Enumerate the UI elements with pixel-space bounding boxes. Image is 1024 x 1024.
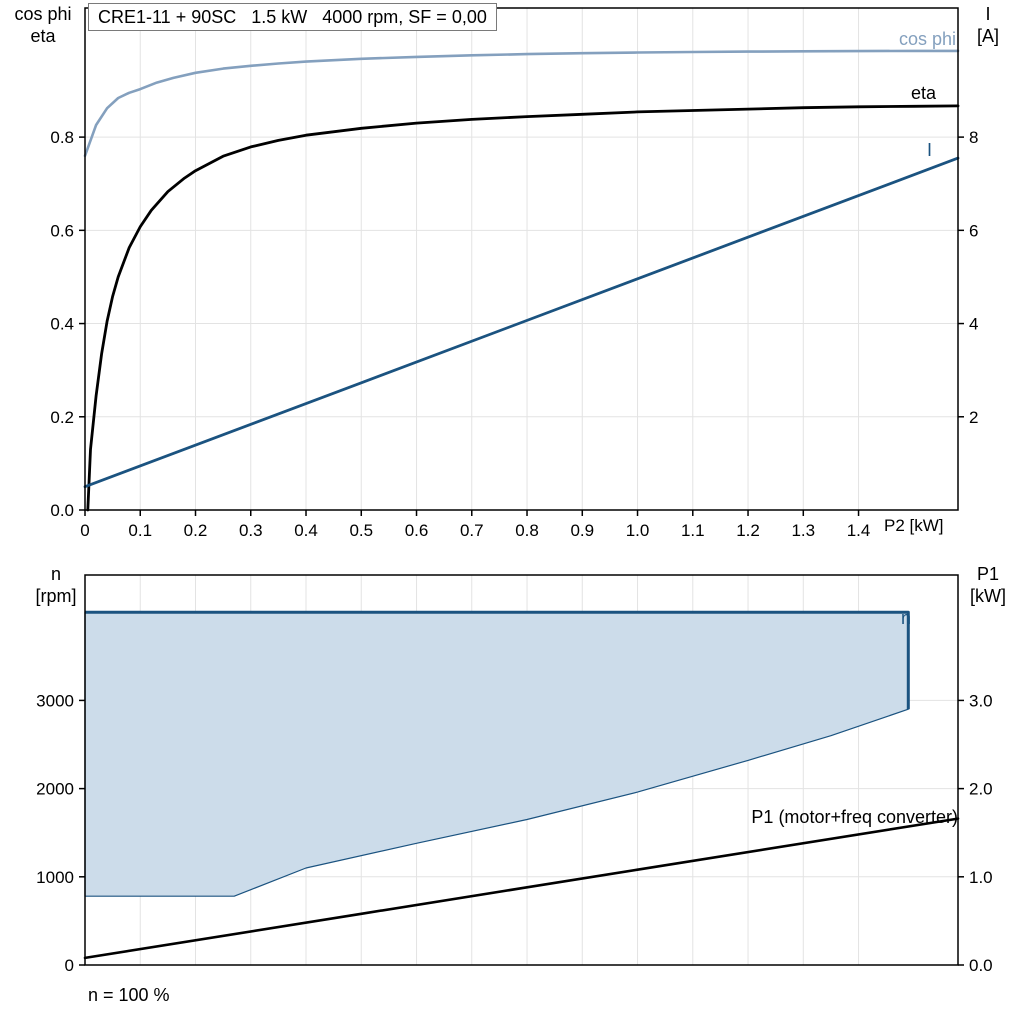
y-left-tick-label: 0.8 (50, 128, 74, 147)
axis-title-eta: eta (30, 26, 56, 46)
series-cos-phi (83, 49, 960, 158)
x-tick-label: 0 (80, 521, 89, 540)
axis-title-p1: P1 (976, 564, 1000, 584)
curve-label-p1: P1 (motor+freq converter) (751, 807, 958, 827)
bottom-left-axis-title: n [rpm] (26, 563, 86, 607)
y-left-tick-label: 3000 (36, 691, 74, 710)
y-left-tick-label: 0.6 (50, 221, 74, 240)
x-tick-label: 0.9 (570, 521, 594, 540)
axis-title-speed-unit: [rpm] (35, 586, 77, 606)
x-tick-label: 1.2 (736, 521, 760, 540)
y-left-tick-label: 0.2 (50, 408, 74, 427)
axis-title-current: I (985, 4, 991, 24)
y-left-tick-label: 2000 (36, 780, 74, 799)
speed-footnote: n = 100 % (88, 985, 170, 1005)
speed-operating-envelope (84, 611, 909, 897)
x-axis-unit-label: P2 [kW] (884, 516, 944, 535)
y-right-tick-label: 8 (969, 128, 978, 147)
x-tick-label: 0.7 (460, 521, 484, 540)
bottom-right-axis-title: P1 [kW] (962, 563, 1014, 607)
axis-title-p1-unit: [kW] (970, 586, 1006, 606)
y-right-tick-label: 2 (969, 408, 978, 427)
x-tick-label: 0.3 (239, 521, 263, 540)
y-right-tick-label: 6 (969, 221, 978, 240)
x-tick-label: 1.3 (791, 521, 815, 540)
top-right-axis-title: I [A] (964, 3, 1012, 47)
x-tick-label: 0.5 (349, 521, 373, 540)
y-right-tick-label: 4 (969, 315, 978, 334)
chart-title-box: CRE1-11 + 90SC 1.5 kW 4000 rpm, SF = 0,0… (88, 3, 497, 31)
x-tick-label: 0.2 (184, 521, 208, 540)
axis-title-cos-phi: cos phi (14, 4, 72, 24)
plot-frame (84, 574, 959, 966)
x-tick-label: 0.8 (515, 521, 539, 540)
x-tick-label: 1.1 (681, 521, 705, 540)
x-tick-label: 1.0 (626, 521, 650, 540)
x-tick-label: 0.6 (405, 521, 429, 540)
series-p1-motor-freq-converter- (83, 817, 960, 960)
curve-label-eta: eta (910, 83, 936, 103)
y-right-tick-label: 0.0 (969, 956, 993, 975)
x-tick-label: 0.1 (128, 521, 152, 540)
series-eta (86, 104, 960, 512)
curve-label-current: I (926, 140, 932, 160)
y-right-tick-label: 1.0 (969, 868, 993, 887)
curve-label-cos-phi: cos phi (898, 29, 956, 49)
y-right-tick-label: 2.0 (969, 780, 993, 799)
axis-title-speed: n (50, 564, 61, 584)
y-left-tick-label: 1000 (36, 868, 74, 887)
y-left-tick-label: 0.4 (50, 315, 74, 334)
x-tick-label: 1.4 (847, 521, 871, 540)
x-tick-label: 0.4 (294, 521, 318, 540)
plot-frame (84, 7, 959, 511)
curve-label-speed: n (900, 608, 911, 628)
y-left-tick-label: 0.0 (50, 501, 74, 520)
max-speed-line (85, 610, 910, 710)
axis-title-current-unit: [A] (976, 26, 999, 46)
series-i (83, 156, 960, 489)
y-right-tick-label: 3.0 (969, 691, 993, 710)
y-left-tick-label: 0 (65, 956, 74, 975)
top-left-axis-title: cos phi eta (4, 3, 82, 47)
